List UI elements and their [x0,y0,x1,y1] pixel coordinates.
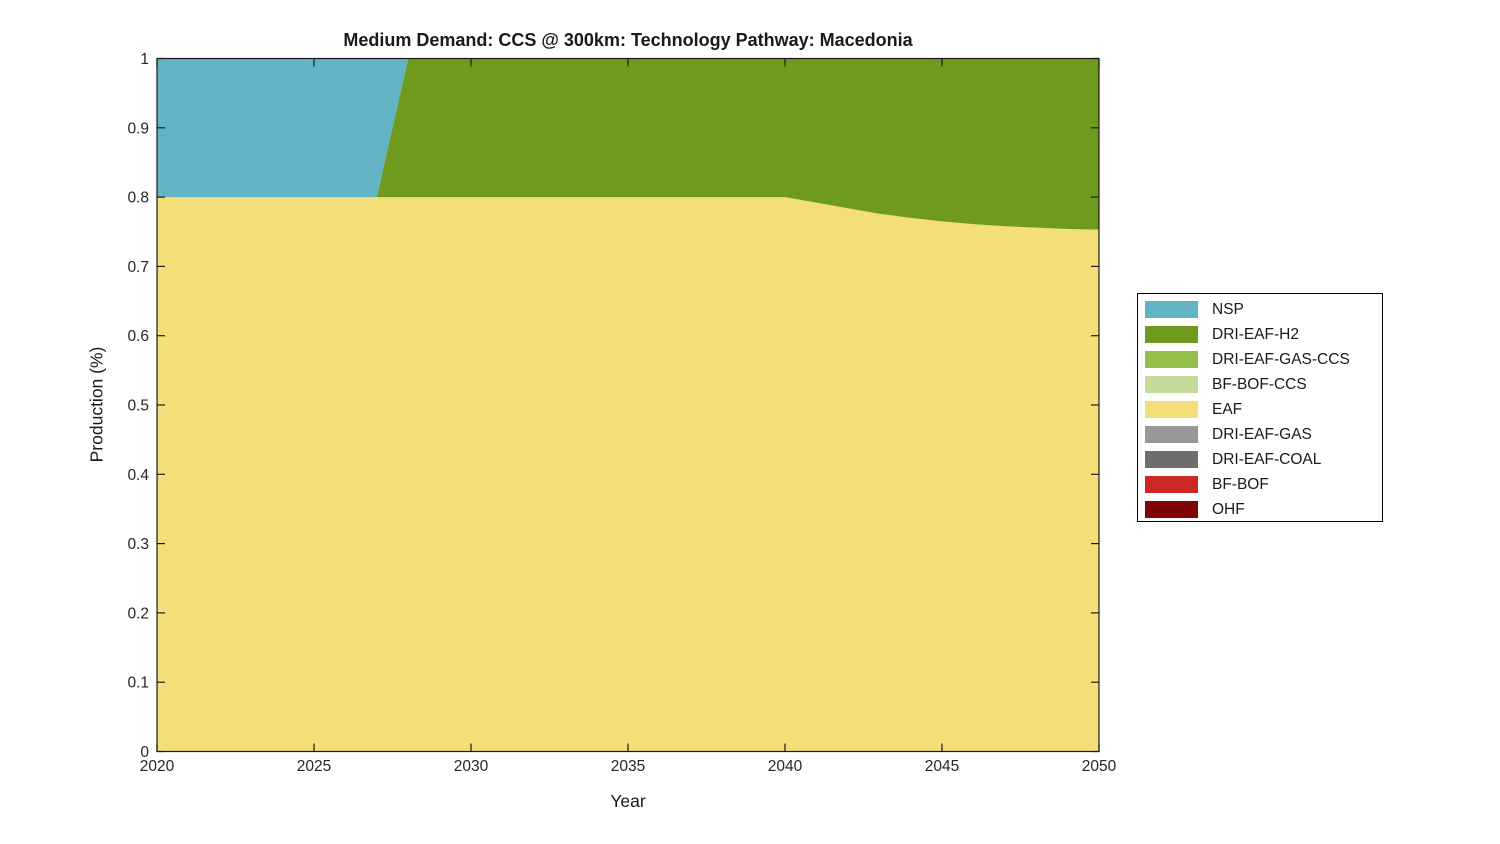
legend-swatch-dri-eaf-coal [1145,451,1198,468]
y-tick-label: 0 [140,744,149,761]
x-tick-label: 2030 [454,758,489,775]
y-tick-label: 0.1 [127,675,149,692]
legend-label: DRI-EAF-COAL [1212,450,1322,468]
y-tick-label: 0.6 [127,328,149,345]
legend-swatch-ohf [1145,501,1198,518]
area-series-nsp [157,58,1099,198]
legend-label: DRI-EAF-H2 [1212,325,1299,343]
chart-title: Medium Demand: CCS @ 300km: Technology P… [343,30,913,50]
x-tick-label: 2020 [140,758,175,775]
legend-item-bf-bof-ccs: BF-BOF-CCS [1138,372,1382,397]
y-tick-label: 0.4 [127,467,149,484]
legend-swatch-dri-eaf-gas-ccs [1145,351,1198,368]
legend-swatch-bf-bof-ccs [1145,376,1198,393]
legend-label: BF-BOF [1212,475,1269,493]
legend-item-ohf: OHF [1138,497,1382,522]
y-tick-label: 0.5 [127,398,149,415]
legend-item-dri-eaf-gas: DRI-EAF-GAS [1138,422,1382,447]
y-axis-label: Production (%) [86,346,107,463]
area-series-dri-eaf-h2 [157,58,1099,230]
area-series-eaf [157,197,1099,752]
x-axis-label: Year [610,791,646,811]
legend-swatch-dri-eaf-gas [1145,426,1198,443]
legend-swatch-bf-bof [1145,476,1198,493]
y-tick-label: 0.7 [127,259,149,276]
x-tick-label: 2025 [297,758,331,775]
legend-item-dri-eaf-coal: DRI-EAF-COAL [1138,447,1382,472]
legend-item-nsp: NSP [1138,297,1382,322]
legend-label: EAF [1212,400,1243,418]
legend-swatch-eaf [1145,401,1198,418]
y-tick-label: 0.2 [127,605,149,622]
legend: NSP DRI-EAF-H2 DRI-EAF-GAS-CCS BF-BOF-CCS EA… [1137,293,1383,522]
x-tick-label: 2045 [925,758,959,775]
y-tick-label: 0.8 [127,190,149,207]
legend-label: DRI-EAF-GAS [1212,425,1312,443]
y-tick-label: 0.9 [127,120,149,137]
legend-item-eaf: EAF [1138,397,1382,422]
y-tick-label: 1 [140,51,149,68]
legend-label: NSP [1212,300,1244,318]
legend-label: OHF [1212,500,1245,518]
x-tick-label: 2050 [1082,758,1117,775]
y-tick-label: 0.3 [127,536,149,553]
legend-label: DRI-EAF-GAS-CCS [1212,350,1350,368]
legend-item-dri-eaf-h2: DRI-EAF-H2 [1138,322,1382,347]
x-tick-label: 2040 [768,758,803,775]
x-tick-label: 2035 [611,758,645,775]
legend-swatch-dri-eaf-h2 [1145,326,1198,343]
legend-item-bf-bof: BF-BOF [1138,472,1382,497]
legend-item-dri-eaf-gas-ccs: DRI-EAF-GAS-CCS [1138,347,1382,372]
legend-label: BF-BOF-CCS [1212,375,1307,393]
legend-swatch-nsp [1145,301,1198,318]
